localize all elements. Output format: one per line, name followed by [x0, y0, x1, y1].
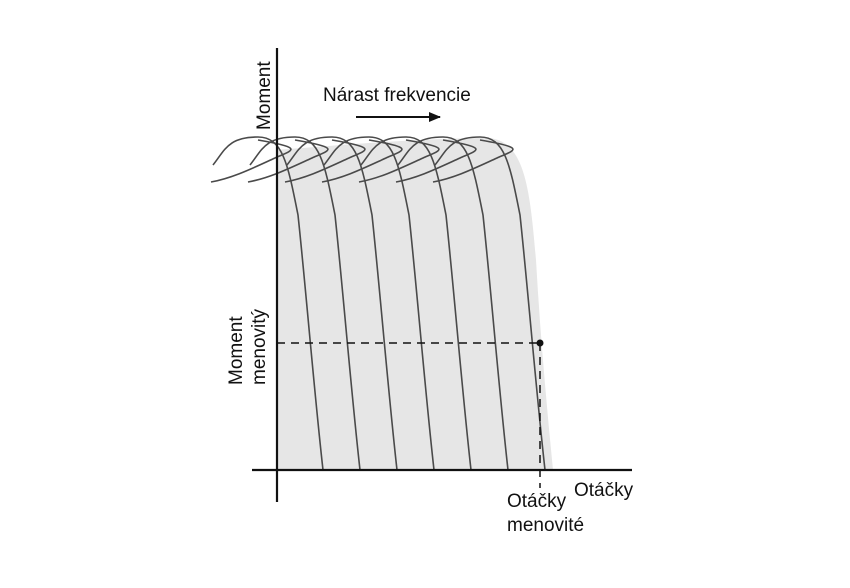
rated-torque-label-line1: Moment [226, 316, 247, 385]
torque-curve-4-low-speed-segment [321, 139, 403, 183]
torque-curve-4 [323, 136, 435, 471]
rated-speed-label-line2: menovité [507, 515, 584, 536]
torque-curve-6 [397, 136, 509, 471]
frequency-increase-label: Nárast frekvencie [323, 85, 471, 106]
torque-curve-6-low-speed-segment [395, 139, 477, 183]
torque-curve-1-low-speed-segment [210, 139, 292, 183]
torque-curve-1 [212, 136, 324, 471]
rated-operating-point [536, 339, 544, 347]
torque-curve-7-low-speed-segment [432, 139, 514, 183]
rated-speed-label-line1: Otáčky [507, 491, 567, 512]
torque-curve-5-low-speed-segment [358, 139, 440, 183]
x-axis-label: Otáčky [574, 480, 634, 501]
torque-curve-3 [286, 136, 398, 471]
torque-curve-7 [434, 136, 546, 471]
torque-curve-5 [360, 136, 472, 471]
torque-curve-family [210, 136, 546, 471]
torque-curve-3-low-speed-segment [284, 139, 366, 183]
y-axis-label: Moment [254, 61, 275, 130]
rated-torque-label-line2: menovitý [249, 308, 270, 385]
torque-curve-2-low-speed-segment [247, 139, 329, 183]
